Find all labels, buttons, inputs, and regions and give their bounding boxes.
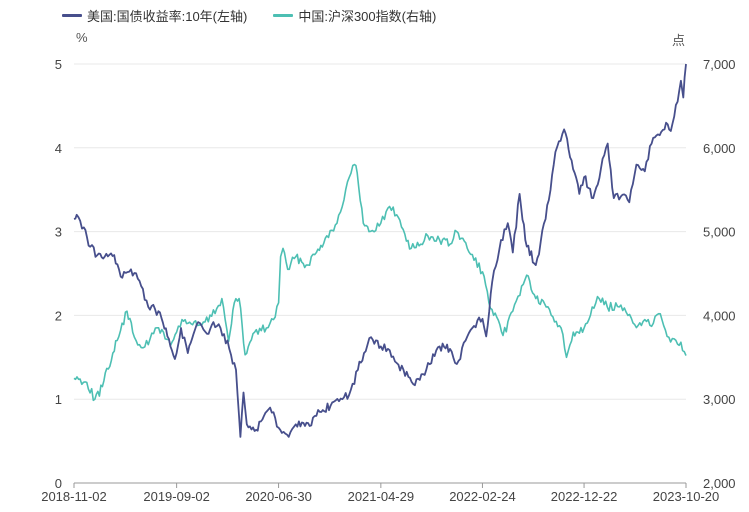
x-tick-label: 2019-09-02 — [143, 489, 210, 504]
y-left-tick-label: 0 — [55, 476, 62, 491]
legend-item-us-treasury[interactable]: 美国:国债收益率:10年(左轴) — [62, 6, 247, 25]
x-tick-label: 2018-11-02 — [41, 489, 107, 504]
legend: 美国:国债收益率:10年(左轴) 中国:沪深300指数(右轴) — [62, 6, 436, 25]
y-left-tick-label: 3 — [55, 225, 62, 240]
legend-swatch-csi300 — [273, 14, 294, 17]
y-right-tick-label: 4,000 — [703, 308, 736, 323]
x-tick-label: 2023-10-20 — [653, 489, 720, 504]
legend-swatch-us-treasury — [62, 14, 82, 17]
left-axis-unit: % — [76, 30, 88, 45]
right-axis-unit: 点 — [672, 33, 686, 48]
y-left-tick-label: 4 — [55, 141, 62, 156]
x-tick-label: 2021-04-29 — [348, 489, 415, 504]
series-line-csi300 — [73, 163, 687, 402]
y-right-tick-label: 6,000 — [703, 141, 736, 156]
y-right-tick-label: 3,000 — [703, 392, 736, 407]
x-tick-label: 2022-02-24 — [449, 489, 516, 504]
y-right-tick-label: 7,000 — [703, 57, 736, 72]
y-left-tick-label: 2 — [55, 308, 62, 323]
y-left-tick-label: 1 — [55, 392, 62, 407]
x-tick-label: 2020-06-30 — [245, 489, 312, 504]
legend-label-us-treasury: 美国:国债收益率:10年(左轴) — [87, 9, 248, 24]
legend-item-csi300[interactable]: 中国:沪深300指数(右轴) — [273, 6, 436, 25]
y-right-tick-label: 2,000 — [703, 476, 736, 491]
legend-label-csi300: 中国:沪深300指数(右轴) — [298, 9, 437, 24]
y-left-tick-label: 5 — [55, 57, 62, 72]
x-tick-label: 2022-12-22 — [551, 489, 618, 504]
y-right-tick-label: 5,000 — [703, 225, 736, 240]
series-line-us-treasury — [73, 63, 687, 438]
